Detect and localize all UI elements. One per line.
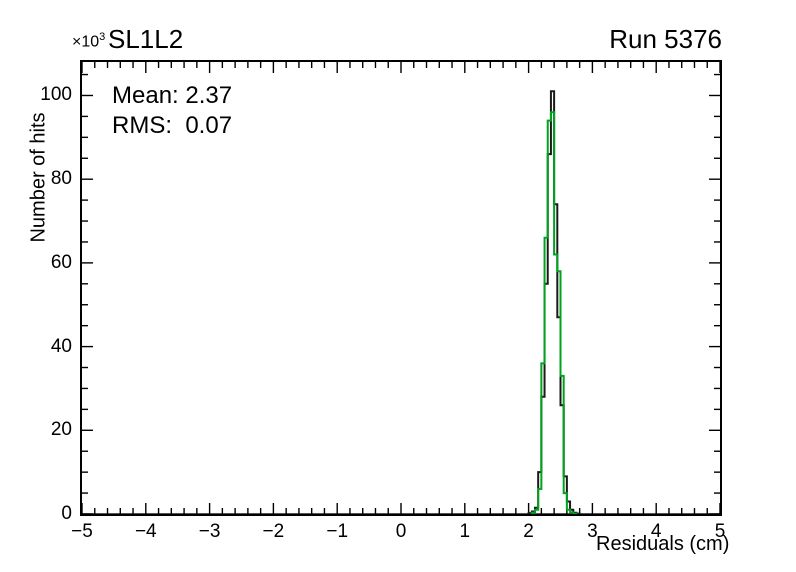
y-tick-label: 20: [50, 419, 72, 441]
run-label: Run 5376: [609, 24, 722, 54]
x-tick-label: 3: [587, 521, 598, 542]
stat-mean: Mean: 2.37: [112, 82, 233, 109]
x-tick-label: 5: [714, 521, 726, 542]
plot-frame: [80, 60, 722, 516]
x-tick-label: −4: [134, 521, 157, 542]
x-tick-label: −1: [326, 521, 349, 542]
x-tick-label: −2: [262, 521, 285, 542]
y-tick-label: 0: [61, 503, 72, 524]
stat-rms: RMS: 0.07: [112, 112, 233, 139]
y-tick-label: 100: [40, 84, 72, 106]
y-tick-label: 80: [50, 168, 72, 190]
x-tick-label: −5: [71, 521, 93, 542]
green-histogram: [530, 111, 578, 514]
y-axis-ticks: [82, 73, 720, 514]
x-tick-label: 2: [523, 521, 534, 542]
x-axis-ticks: [82, 62, 720, 514]
y-tick-label: 60: [50, 251, 72, 273]
plot-title: SL1L2: [108, 24, 184, 54]
x-tick-label: 0: [395, 521, 407, 542]
y-axis-exponent-label: ×103: [72, 31, 106, 51]
x-tick-label: 4: [650, 521, 662, 542]
x-tick-label: 1: [459, 521, 471, 542]
y-tick-label: 40: [50, 335, 72, 357]
x-tick-label: −3: [198, 521, 221, 542]
plot-area: [82, 62, 720, 514]
x-axis-title: Residuals (cm): [596, 533, 730, 555]
